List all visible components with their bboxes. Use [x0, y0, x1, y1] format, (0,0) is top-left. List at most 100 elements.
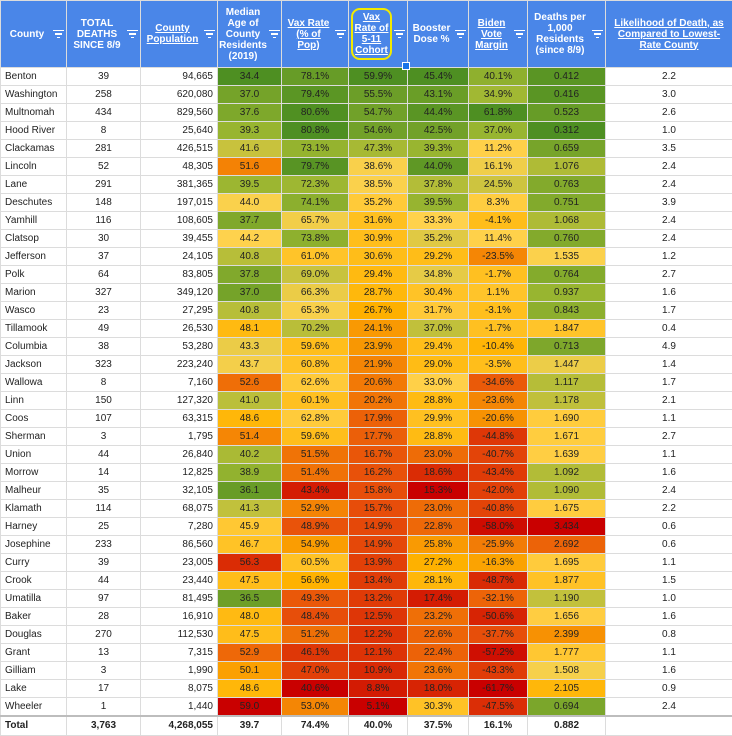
- cell-vax-rate-5-11[interactable]: 17.7%: [349, 428, 408, 446]
- cell-biden-vote-margin[interactable]: -37.7%: [469, 626, 528, 644]
- cell-likelihood-of-death[interactable]: 2.2: [606, 500, 732, 518]
- cell-total-deaths[interactable]: 281: [67, 140, 141, 158]
- cell-deaths-per-1000[interactable]: 1.656: [528, 608, 606, 626]
- cell-biden-vote-margin[interactable]: -32.1%: [469, 590, 528, 608]
- cell-vax-rate-5-11[interactable]: 30.9%: [349, 230, 408, 248]
- cell-county-population[interactable]: 349,120: [141, 284, 218, 302]
- cell-county[interactable]: Douglas: [1, 626, 67, 644]
- cell-median-age[interactable]: 48.6: [218, 410, 282, 428]
- cell-vax-rate[interactable]: 48.4%: [282, 608, 349, 626]
- cell-total-deaths[interactable]: 44: [67, 446, 141, 464]
- cell-total-deaths[interactable]: 49: [67, 320, 141, 338]
- cell-likelihood-of-death[interactable]: 1.6: [606, 662, 732, 680]
- cell-vax-rate-5-11[interactable]: 28.7%: [349, 284, 408, 302]
- cell-county-population[interactable]: 81,495: [141, 590, 218, 608]
- cell-county[interactable]: Total: [1, 716, 67, 736]
- cell-county[interactable]: Malheur: [1, 482, 67, 500]
- cell-deaths-per-1000[interactable]: 0.760: [528, 230, 606, 248]
- cell-county-population[interactable]: 381,365: [141, 176, 218, 194]
- cell-likelihood-of-death[interactable]: 1.0: [606, 590, 732, 608]
- cell-county[interactable]: Jefferson: [1, 248, 67, 266]
- cell-booster-dose[interactable]: 27.2%: [408, 554, 469, 572]
- column-header-county-population[interactable]: County Population: [141, 1, 218, 68]
- cell-likelihood-of-death[interactable]: 0.6: [606, 536, 732, 554]
- cell-vax-rate-5-11[interactable]: 55.5%: [349, 86, 408, 104]
- cell-likelihood-of-death[interactable]: 2.1: [606, 392, 732, 410]
- cell-booster-dose[interactable]: 33.0%: [408, 374, 469, 392]
- cell-vax-rate-5-11[interactable]: 14.9%: [349, 536, 408, 554]
- cell-biden-vote-margin[interactable]: -48.7%: [469, 572, 528, 590]
- cell-median-age[interactable]: 43.3: [218, 338, 282, 356]
- cell-total-deaths[interactable]: 39: [67, 68, 141, 86]
- cell-county-population[interactable]: 83,805: [141, 266, 218, 284]
- cell-median-age[interactable]: 44.2: [218, 230, 282, 248]
- cell-vax-rate[interactable]: 46.1%: [282, 644, 349, 662]
- cell-median-age[interactable]: 37.0: [218, 284, 282, 302]
- cell-booster-dose[interactable]: 29.4%: [408, 338, 469, 356]
- cell-biden-vote-margin[interactable]: -57.2%: [469, 644, 528, 662]
- cell-total-deaths[interactable]: 270: [67, 626, 141, 644]
- cell-county[interactable]: Coos: [1, 410, 67, 428]
- cell-vax-rate-5-11[interactable]: 5.1%: [349, 698, 408, 717]
- cell-vax-rate-5-11[interactable]: 16.2%: [349, 464, 408, 482]
- cell-county[interactable]: Deschutes: [1, 194, 67, 212]
- cell-booster-dose[interactable]: 44.4%: [408, 104, 469, 122]
- cell-vax-rate[interactable]: 61.0%: [282, 248, 349, 266]
- cell-vax-rate-5-11[interactable]: 20.2%: [349, 392, 408, 410]
- cell-likelihood-of-death[interactable]: 1.6: [606, 608, 732, 626]
- cell-vax-rate-5-11[interactable]: 14.9%: [349, 518, 408, 536]
- cell-biden-vote-margin[interactable]: 1.1%: [469, 284, 528, 302]
- cell-total-deaths[interactable]: 3,763: [67, 716, 141, 736]
- cell-vax-rate-5-11[interactable]: 38.6%: [349, 158, 408, 176]
- cell-vax-rate-5-11[interactable]: 59.9%: [349, 68, 408, 86]
- cell-county[interactable]: Wheeler: [1, 698, 67, 717]
- cell-vax-rate[interactable]: 79.4%: [282, 86, 349, 104]
- column-header-median-age[interactable]: Median Age of County Residents (2019): [218, 1, 282, 68]
- cell-deaths-per-1000[interactable]: 1.508: [528, 662, 606, 680]
- cell-county[interactable]: Clackamas: [1, 140, 67, 158]
- cell-vax-rate-5-11[interactable]: 16.7%: [349, 446, 408, 464]
- cell-likelihood-of-death[interactable]: 2.4: [606, 176, 732, 194]
- cell-vax-rate[interactable]: 79.7%: [282, 158, 349, 176]
- cell-biden-vote-margin[interactable]: 37.0%: [469, 122, 528, 140]
- cell-total-deaths[interactable]: 35: [67, 482, 141, 500]
- cell-likelihood-of-death[interactable]: 3.5: [606, 140, 732, 158]
- cell-vax-rate-5-11[interactable]: 35.2%: [349, 194, 408, 212]
- cell-median-age[interactable]: 34.4: [218, 68, 282, 86]
- cell-county-population[interactable]: 197,015: [141, 194, 218, 212]
- cell-county-population[interactable]: 94,665: [141, 68, 218, 86]
- cell-county[interactable]: Baker: [1, 608, 67, 626]
- cell-median-age[interactable]: 51.4: [218, 428, 282, 446]
- cell-deaths-per-1000[interactable]: 0.763: [528, 176, 606, 194]
- cell-vax-rate[interactable]: 65.7%: [282, 212, 349, 230]
- cell-total-deaths[interactable]: 28: [67, 608, 141, 626]
- cell-median-age[interactable]: 50.1: [218, 662, 282, 680]
- cell-deaths-per-1000[interactable]: 0.764: [528, 266, 606, 284]
- cell-total-deaths[interactable]: 37: [67, 248, 141, 266]
- column-header-vax-rate[interactable]: Vax Rate (% of Pop): [282, 1, 349, 68]
- cell-biden-vote-margin[interactable]: -16.3%: [469, 554, 528, 572]
- cell-biden-vote-margin[interactable]: -50.6%: [469, 608, 528, 626]
- cell-county[interactable]: Wallowa: [1, 374, 67, 392]
- cell-county[interactable]: Grant: [1, 644, 67, 662]
- cell-deaths-per-1000[interactable]: 1.777: [528, 644, 606, 662]
- cell-median-age[interactable]: 48.1: [218, 320, 282, 338]
- cell-total-deaths[interactable]: 3: [67, 428, 141, 446]
- cell-deaths-per-1000[interactable]: 1.090: [528, 482, 606, 500]
- cell-total-deaths[interactable]: 17: [67, 680, 141, 698]
- cell-vax-rate[interactable]: 80.6%: [282, 104, 349, 122]
- cell-booster-dose[interactable]: 33.3%: [408, 212, 469, 230]
- cell-county-population[interactable]: 86,560: [141, 536, 218, 554]
- cell-vax-rate[interactable]: 51.2%: [282, 626, 349, 644]
- cell-booster-dose[interactable]: 22.4%: [408, 644, 469, 662]
- cell-deaths-per-1000[interactable]: 0.412: [528, 68, 606, 86]
- cell-biden-vote-margin[interactable]: -40.7%: [469, 446, 528, 464]
- cell-vax-rate-5-11[interactable]: 8.8%: [349, 680, 408, 698]
- filter-icon[interactable]: [53, 30, 64, 38]
- cell-booster-dose[interactable]: 37.5%: [408, 716, 469, 736]
- cell-county-population[interactable]: 1,440: [141, 698, 218, 717]
- cell-likelihood-of-death[interactable]: 1.6: [606, 464, 732, 482]
- cell-likelihood-of-death[interactable]: 2.4: [606, 212, 732, 230]
- cell-median-age[interactable]: 39.7: [218, 716, 282, 736]
- cell-booster-dose[interactable]: 18.6%: [408, 464, 469, 482]
